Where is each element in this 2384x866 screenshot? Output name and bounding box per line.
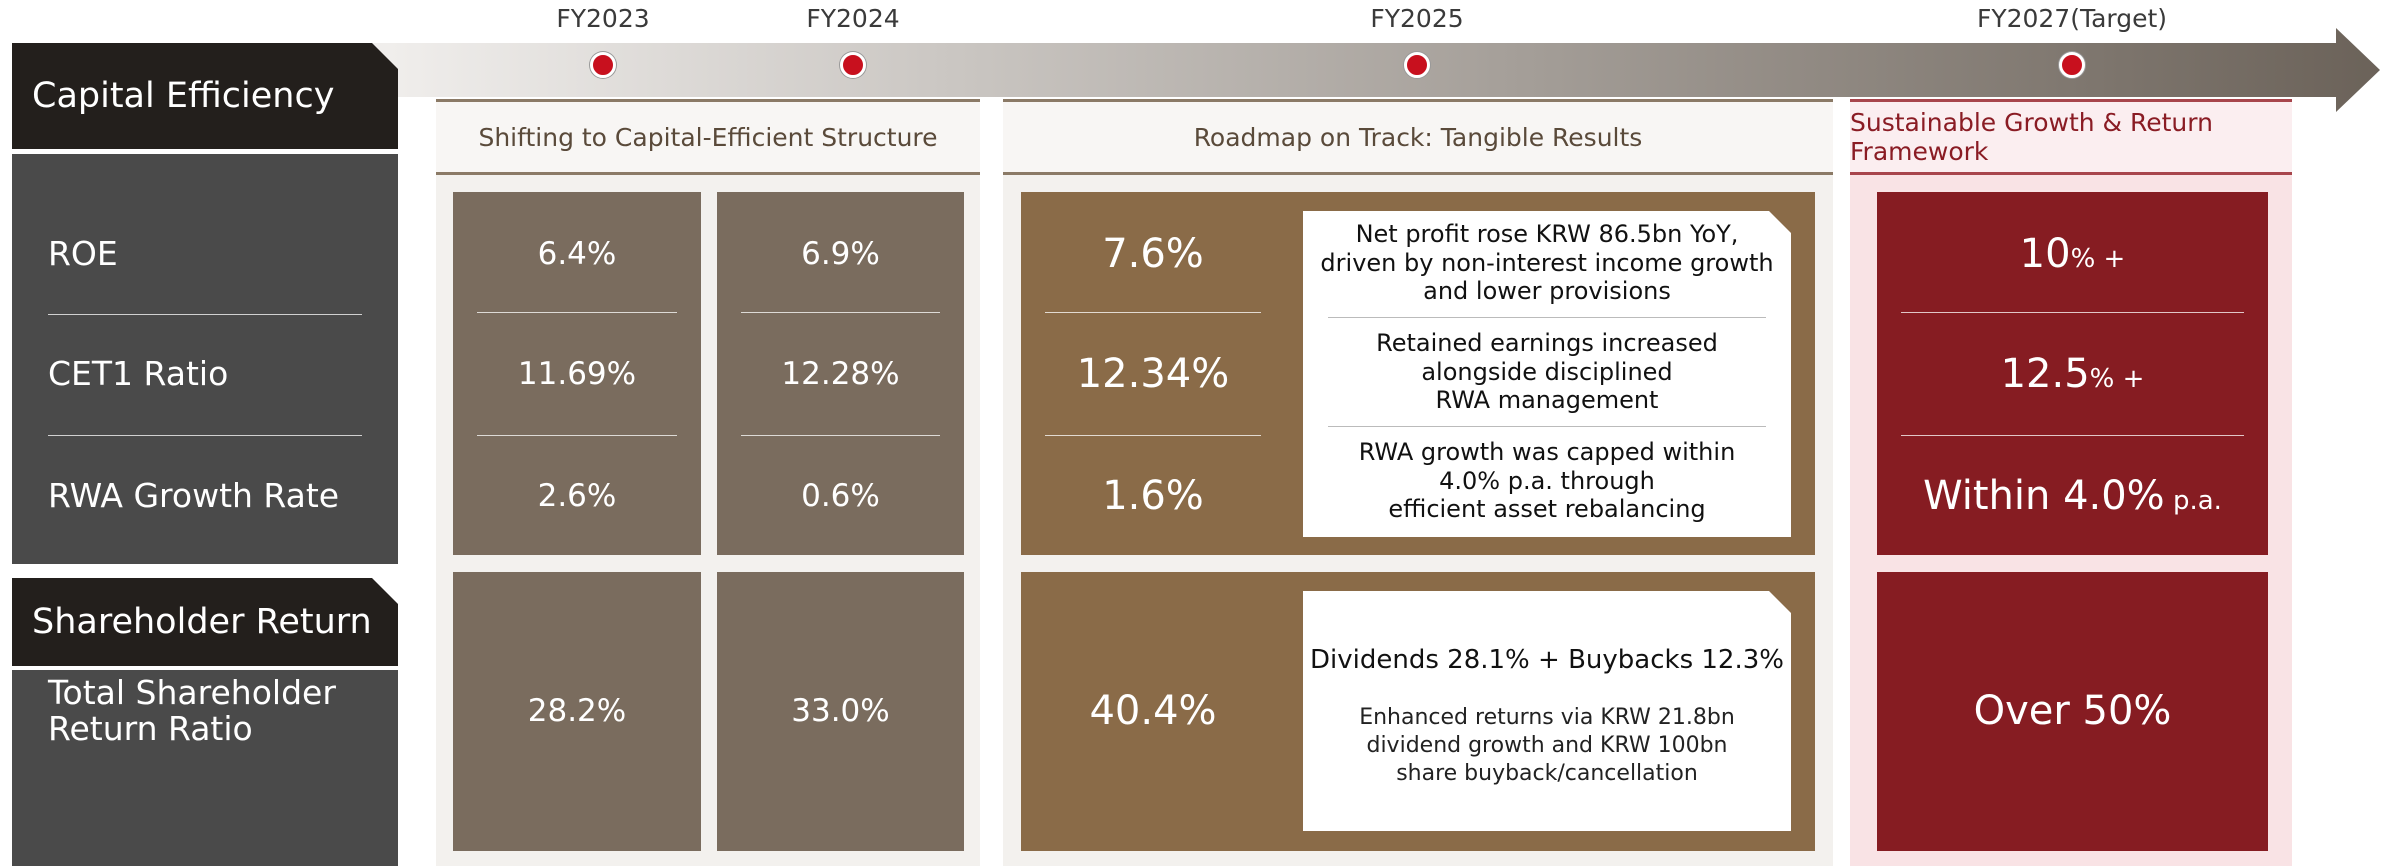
value: 12.28% — [781, 356, 900, 392]
timeline-label: FY2023 — [556, 4, 650, 33]
separator — [741, 435, 940, 436]
timeline-dot — [840, 52, 866, 78]
value: 1.6% — [1102, 473, 1204, 519]
note-line: Enhanced returns via KRW 21.8bn — [1359, 705, 1735, 730]
separator — [48, 314, 362, 315]
value-suffix: % + — [2070, 244, 2126, 274]
value: Over 50% — [1877, 681, 2268, 741]
cell — [453, 192, 701, 555]
metric-label: RWA Growth Rate — [48, 475, 340, 515]
cell — [717, 572, 964, 851]
metric-label: Total Shareholder Return Ratio — [48, 672, 336, 748]
separator — [1901, 312, 2244, 313]
metric-label: ROE — [48, 233, 118, 273]
value-suffix: p.a. — [2164, 486, 2222, 516]
value: 11.69% — [517, 356, 637, 392]
value-main: Over 50% — [1973, 688, 2172, 734]
separator — [1045, 435, 1261, 436]
cell — [717, 192, 964, 555]
value: 6.4% — [537, 236, 617, 272]
note-box — [1303, 591, 1791, 831]
metric-label: CET1 Ratio — [48, 353, 229, 393]
value: 2.6% — [537, 478, 617, 514]
cell — [453, 572, 701, 851]
separator — [48, 435, 362, 436]
separator — [477, 435, 677, 436]
value: 0.6% — [801, 478, 880, 514]
note-separator — [1328, 426, 1766, 427]
note: RWA growth was capped within 4.0% p.a. th… — [1303, 428, 1791, 534]
value-main: 10 — [2019, 231, 2071, 277]
value: 40.4% — [1089, 688, 1217, 734]
section-body — [12, 670, 398, 866]
note-headline: Dividends 28.1% + Buybacks 12.3% — [1310, 645, 1784, 675]
value-main: 12.5 — [2000, 351, 2090, 397]
separator — [1901, 435, 2244, 436]
section-title: Shareholder Return — [12, 578, 398, 666]
timeline-label: FY2025 — [1370, 4, 1464, 33]
column-header: Roadmap on Track: Tangible Results — [1003, 99, 1833, 175]
timeline-dot — [2059, 52, 2085, 78]
timeline-dot — [1404, 52, 1430, 78]
value: 33.0% — [791, 693, 890, 729]
note-line: 4.0% p.a. through — [1439, 466, 1655, 495]
cell — [1877, 572, 2268, 851]
section-title: Capital Efficiency — [12, 43, 398, 149]
column-header: Shifting to Capital-Efficient Structure — [436, 99, 980, 175]
timeline-label: FY2027(Target) — [1976, 4, 2168, 33]
note-box — [1303, 211, 1791, 537]
note: Retained earnings increased alongside dis… — [1303, 320, 1791, 424]
value: 12.5% + — [1877, 344, 2268, 404]
value: 10% + — [1877, 224, 2268, 284]
note: Net profit rose KRW 86.5bn YoY, driven by… — [1303, 211, 1791, 315]
note-line: Retained earnings increased — [1376, 328, 1718, 357]
separator — [477, 312, 677, 313]
note-separator — [1328, 317, 1766, 318]
cell — [1877, 192, 2268, 555]
note-line: alongside disciplined — [1421, 357, 1673, 386]
note-line: and lower provisions — [1423, 277, 1671, 306]
column-header: Sustainable Growth & Return Framework — [1850, 99, 2292, 175]
note-line: share buyback/cancellation — [1396, 761, 1698, 786]
value: Within 4.0% p.a. — [1877, 466, 2268, 526]
value-suffix: % + — [2089, 364, 2145, 394]
value: 6.9% — [801, 236, 880, 272]
separator — [741, 312, 940, 313]
value: 7.6% — [1102, 231, 1204, 277]
value: 28.2% — [527, 693, 627, 729]
arrow-shape — [372, 28, 2380, 112]
timeline-dot — [590, 52, 616, 78]
note-line: driven by non-interest income growth — [1320, 248, 1774, 277]
value: 12.34% — [1076, 351, 1230, 397]
note-line: RWA growth was capped within — [1358, 437, 1736, 466]
note-line: efficient asset rebalancing — [1388, 495, 1706, 524]
note-line: RWA management — [1435, 386, 1659, 415]
separator — [1045, 312, 1261, 313]
timeline-label: FY2024 — [806, 4, 900, 33]
section-body — [12, 154, 398, 564]
value-main: Within 4.0% — [1923, 473, 2165, 519]
note-line: Net profit rose KRW 86.5bn YoY, — [1355, 219, 1739, 248]
note-line: dividend growth and KRW 100bn — [1366, 733, 1728, 758]
